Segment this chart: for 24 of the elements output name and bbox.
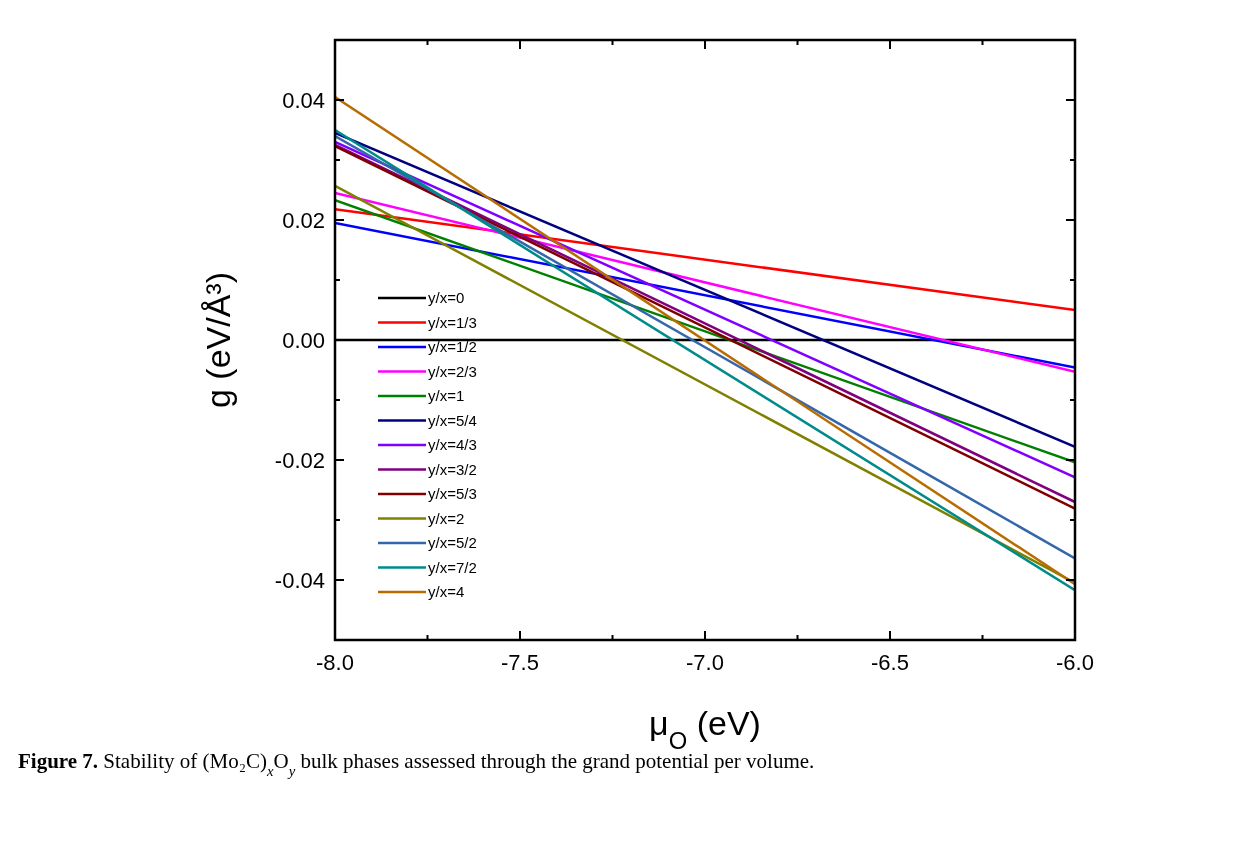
y-tick-label: 0.02 bbox=[282, 208, 325, 233]
legend-label: y/x=4/3 bbox=[428, 436, 477, 453]
x-tick-label: -6.5 bbox=[871, 650, 909, 675]
legend-label: y/x=3/2 bbox=[428, 460, 477, 478]
legend-label: y/x=7/2 bbox=[428, 558, 477, 576]
y-tick-label: 0.04 bbox=[282, 88, 325, 113]
legend-label: y/x=5/3 bbox=[428, 485, 477, 502]
legend-label: y/x=4 bbox=[428, 583, 465, 600]
legend-label: y/x=1 bbox=[428, 387, 465, 404]
legend-label: y/x=2/3 bbox=[428, 362, 477, 380]
x-tick-label: -7.0 bbox=[686, 650, 724, 675]
x-tick-label: -8.0 bbox=[316, 650, 354, 675]
y-axis-title: g (eV/Å³) bbox=[199, 271, 237, 409]
legend-label: y/x=1/3 bbox=[428, 313, 477, 331]
legend-label: y/x=1/2 bbox=[428, 338, 477, 355]
legend-label: y/x=0 bbox=[428, 289, 465, 306]
y-tick-label: -0.04 bbox=[274, 568, 325, 593]
x-tick-label: -7.5 bbox=[501, 650, 539, 675]
y-tick-label: -0.02 bbox=[274, 448, 325, 473]
legend-label: y/x=5/2 bbox=[428, 534, 477, 551]
y-tick-label: 0.00 bbox=[282, 328, 325, 353]
legend-label: y/x=2 bbox=[428, 509, 465, 527]
legend-label: y/x=5/4 bbox=[428, 411, 477, 429]
x-tick-label: -6.0 bbox=[1056, 650, 1094, 675]
